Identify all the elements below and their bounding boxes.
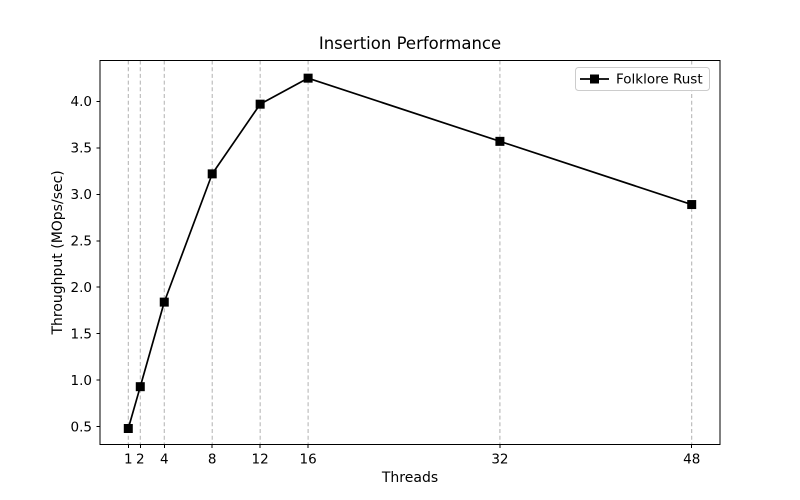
y-tick-label-3.5: 3.5 xyxy=(71,141,92,157)
y-tick-label-4: 4.0 xyxy=(71,94,92,110)
y-tick-label-1.5: 1.5 xyxy=(71,326,92,342)
y-tick-label-0.5: 0.5 xyxy=(71,419,92,435)
data-point-32 xyxy=(495,136,505,146)
x-tick-label-8: 8 xyxy=(208,451,217,467)
y-tick-label-3: 3.0 xyxy=(71,187,92,203)
x-tick-label-12: 12 xyxy=(252,451,269,467)
data-point-16 xyxy=(303,73,313,83)
data-point-12 xyxy=(255,99,265,109)
x-tick-label-1: 1 xyxy=(124,451,133,467)
y-tick-label-2.5: 2.5 xyxy=(71,233,92,249)
legend-label: Folklore Rust xyxy=(616,72,703,88)
series-line-0 xyxy=(127,77,692,429)
y-axis: 0.5 1.0 1.5 2.0 2.5 3.0 3.5 4.0 xyxy=(71,94,100,435)
legend-marker-square xyxy=(590,74,599,84)
data-point-48 xyxy=(687,200,697,210)
x-axis-label: Threads xyxy=(381,470,438,486)
plot-border xyxy=(99,60,721,445)
series-markers-0 xyxy=(123,73,697,434)
x-tick-label-16: 16 xyxy=(300,451,317,467)
y-tick-label-1: 1.0 xyxy=(71,373,92,389)
legend-box xyxy=(575,67,710,91)
x-axis: 1 2 4 8 12 16 32 48 xyxy=(124,444,700,467)
data-point-8 xyxy=(207,169,217,179)
data-point-4 xyxy=(159,297,169,307)
data-point-1 xyxy=(123,424,133,434)
y-tick-label-2: 2.0 xyxy=(71,280,92,296)
gridlines xyxy=(127,60,693,445)
chart-title: Insertion Performance xyxy=(319,34,501,53)
x-tick-label-2: 2 xyxy=(136,451,145,467)
x-tick-label-4: 4 xyxy=(160,451,169,467)
data-point-2 xyxy=(135,382,145,392)
y-axis-label: Throughput (MOps/sec) xyxy=(50,170,66,335)
x-tick-label-48: 48 xyxy=(683,451,700,467)
x-tick-label-32: 32 xyxy=(491,451,508,467)
legend: Folklore Rust xyxy=(575,67,710,91)
